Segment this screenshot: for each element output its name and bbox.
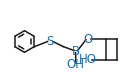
Text: O: O xyxy=(84,33,93,45)
Text: OH: OH xyxy=(67,58,85,71)
Text: B: B xyxy=(72,45,80,58)
Text: HO: HO xyxy=(79,53,97,66)
Text: S: S xyxy=(47,35,54,48)
